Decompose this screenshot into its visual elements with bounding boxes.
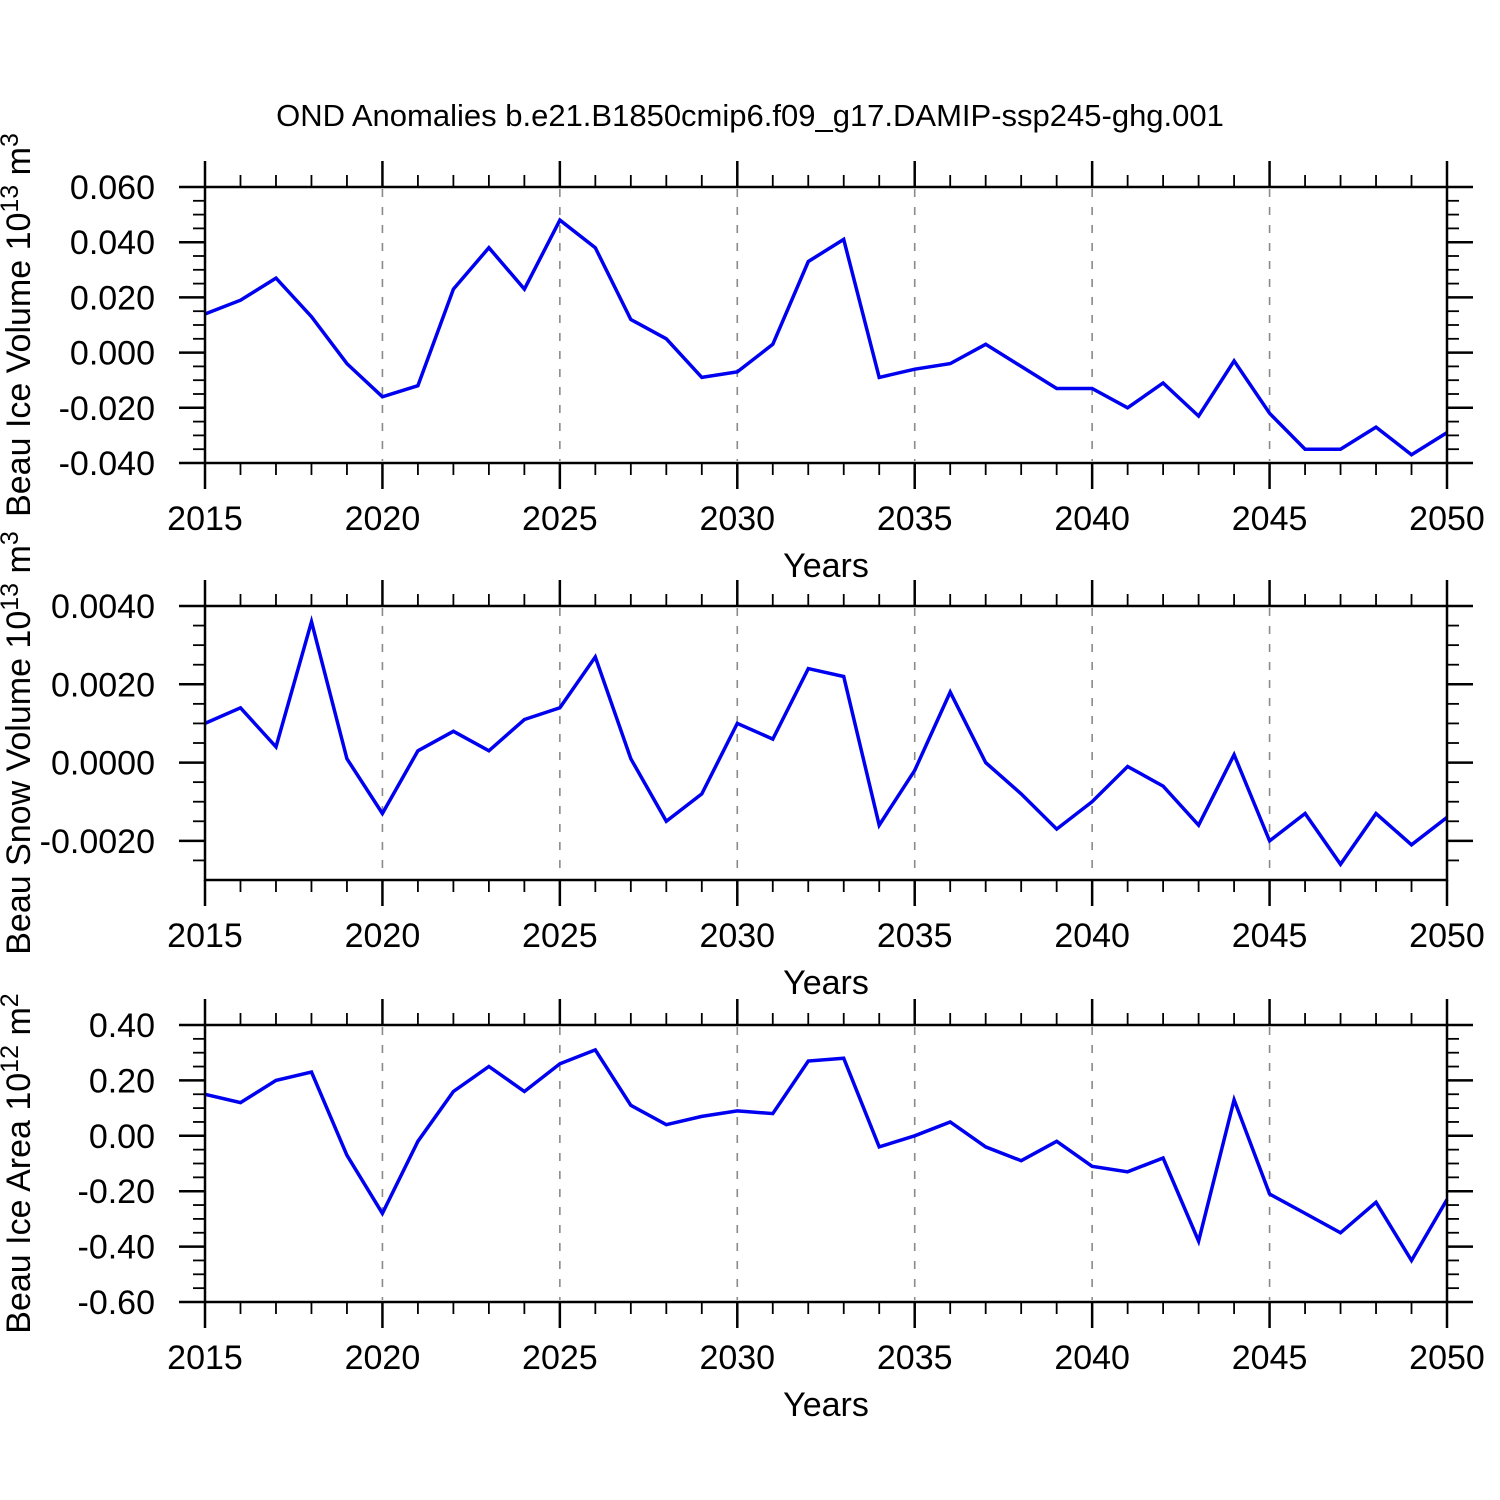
x-tick-label: 2040: [1054, 500, 1130, 538]
y-tick-label: 0.040: [70, 224, 155, 262]
x-tick-label: 2040: [1054, 917, 1130, 955]
y-tick-label: -0.0020: [40, 823, 155, 861]
x-axis-title: Years: [783, 547, 869, 585]
y-tick-label: 0.0040: [51, 588, 155, 626]
x-tick-label: 2045: [1232, 917, 1308, 955]
x-tick-label: 2035: [877, 917, 953, 955]
panel-beau-ice-volume: 0.060 0.040 0.020 0.000 -0.020 -0.040 2015 2020…: [0, 133, 1485, 585]
y-axis-title: Beau Snow Volume 1013 m3: [0, 531, 38, 955]
x-tick-label: 2020: [345, 1339, 421, 1377]
x-tick-label: 2050: [1409, 917, 1485, 955]
y-axis-title: Beau Ice Area 1012 m2: [0, 993, 38, 1333]
y-tick-label: 0.00: [89, 1118, 155, 1156]
x-tick-label: 2020: [345, 500, 421, 538]
x-tick-label: 2050: [1409, 500, 1485, 538]
y-tick-label: -0.020: [59, 390, 155, 428]
x-tick-label: 2050: [1409, 1339, 1485, 1377]
y-axis-title: Beau Ice Volume 1013 m3: [0, 133, 38, 517]
x-tick-label: 2045: [1232, 500, 1308, 538]
x-tick-label: 2035: [877, 500, 953, 538]
x-tick-label: 2030: [699, 500, 775, 538]
plot-box: [203, 185, 1449, 465]
y-tick-label: 0.000: [70, 335, 155, 373]
panel-beau-ice-area: 0.40 0.20 0.00 -0.20 -0.40 -0.60 2015 2020 2025 2…: [0, 993, 1485, 1424]
y-tick-label: 0.020: [70, 279, 155, 317]
x-tick-label: 2015: [167, 500, 243, 538]
y-tick-label: 0.40: [89, 1007, 155, 1045]
x-tick-label: 2025: [522, 500, 598, 538]
y-tick-label: -0.60: [78, 1284, 156, 1322]
beau-ice-volume-line: [204, 217, 1448, 457]
x-tick-label: 2025: [522, 917, 598, 955]
y-tick-label: -0.040: [59, 445, 155, 483]
plot-box: [203, 604, 1449, 882]
x-tick-label: 2015: [167, 917, 243, 955]
chart-title: OND Anomalies b.e21.B1850cmip6.f09_g17.D…: [276, 98, 1224, 133]
x-tick-label: 2030: [699, 917, 775, 955]
panel-beau-snow-volume: 0.0040 0.0020 0.0000 -0.0020 2015 2020 2025 203…: [0, 531, 1485, 1002]
x-tick-label: 2040: [1054, 1339, 1130, 1377]
x-tick-label: 2030: [699, 1339, 775, 1377]
beau-ice-area-line: [204, 1047, 1449, 1264]
chart-root: 0.060 0.040 0.020 0.000 -0.020 -0.040 2015 2020…: [0, 133, 1485, 1424]
x-tick-label: 2035: [877, 1339, 953, 1377]
x-tick-label: 2025: [522, 1339, 598, 1377]
plot-box: [203, 1023, 1449, 1304]
x-axis-title: Years: [783, 1386, 869, 1424]
y-tick-label: -0.20: [78, 1173, 156, 1211]
beau-snow-volume-line: [204, 615, 1449, 868]
x-axis-title: Years: [783, 964, 869, 1002]
x-tick-label: 2015: [167, 1339, 243, 1377]
y-tick-label: 0.060: [70, 169, 155, 207]
y-tick-label: 0.20: [89, 1062, 155, 1100]
y-tick-label: 0.0000: [51, 745, 155, 783]
y-tick-label: 0.0020: [51, 666, 155, 704]
x-tick-label: 2045: [1232, 1339, 1308, 1377]
y-tick-label: -0.40: [78, 1229, 156, 1267]
x-tick-label: 2020: [345, 917, 421, 955]
